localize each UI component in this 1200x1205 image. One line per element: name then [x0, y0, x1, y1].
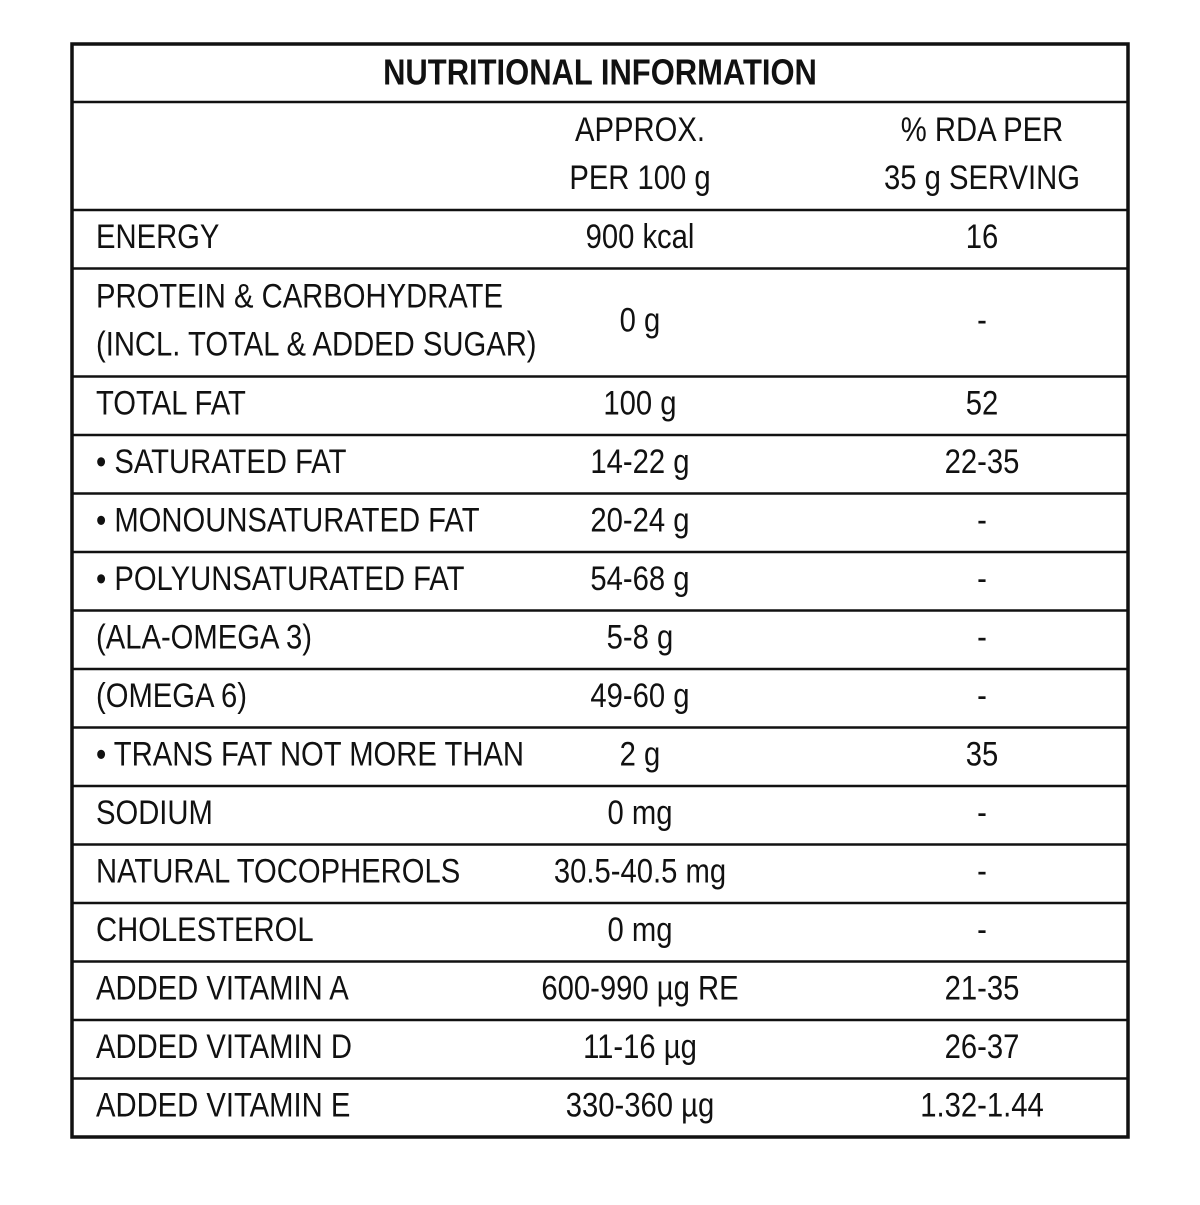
nutrient-label: ADDED VITAMIN A: [96, 969, 350, 1008]
nutrient-label: SODIUM: [96, 793, 213, 832]
rda-value: -: [977, 793, 987, 832]
rda-value: -: [977, 910, 987, 949]
nutrient-label: (INCL. TOTAL & ADDED SUGAR): [96, 324, 537, 363]
nutrient-label: (ALA-OMEGA 3): [96, 618, 312, 657]
column-header: % RDA PER: [901, 110, 1063, 149]
nutrient-label: NATURAL TOCOPHEROLS: [96, 852, 460, 891]
per-100g-value: 20-24 g: [590, 501, 689, 540]
nutrient-label: ADDED VITAMIN D: [96, 1027, 352, 1066]
rda-value: 52: [966, 384, 999, 423]
nutrient-label: • TRANS FAT NOT MORE THAN: [96, 735, 524, 774]
per-100g-value: 2 g: [620, 735, 661, 774]
rda-value: 22-35: [945, 442, 1020, 481]
nutrient-label: • SATURATED FAT: [96, 442, 347, 481]
per-100g-value: 100 g: [603, 384, 676, 423]
column-header: PER 100 g: [569, 158, 710, 197]
rda-value: -: [977, 618, 987, 657]
rda-value: 21-35: [945, 969, 1020, 1008]
rda-value: -: [977, 852, 987, 891]
table-title: NUTRITIONAL INFORMATION: [383, 53, 817, 93]
per-100g-value: 54-68 g: [590, 559, 689, 598]
rda-value: 26-37: [945, 1027, 1020, 1066]
per-100g-value: 0 g: [620, 300, 661, 339]
rda-value: -: [977, 559, 987, 598]
per-100g-value: 330-360 µg: [566, 1086, 714, 1125]
column-header: 35 g SERVING: [884, 158, 1080, 197]
per-100g-value: 5-8 g: [607, 618, 674, 657]
per-100g-value: 600-990 µg RE: [541, 969, 738, 1008]
nutrient-label: ENERGY: [96, 217, 219, 256]
table-lines: [70, 42, 1130, 1139]
nutrient-label: • MONOUNSATURATED FAT: [96, 501, 480, 540]
per-100g-value: 14-22 g: [590, 442, 689, 481]
rda-value: -: [977, 501, 987, 540]
nutrient-label: ADDED VITAMIN E: [96, 1086, 350, 1125]
per-100g-value: 11-16 µg: [583, 1027, 697, 1066]
per-100g-value: 30.5-40.5 mg: [554, 852, 726, 891]
rda-value: 1.32-1.44: [920, 1086, 1043, 1125]
rda-value: 16: [966, 217, 999, 256]
per-100g-value: 0 mg: [608, 793, 673, 832]
nutrient-label: (OMEGA 6): [96, 676, 247, 715]
rda-value: -: [977, 300, 987, 339]
per-100g-value: 900 kcal: [586, 217, 695, 256]
table-texts: NUTRITIONAL INFORMATION APPROX. PER 100 g%…: [96, 53, 1080, 1124]
rda-value: 35: [966, 735, 999, 774]
column-header: APPROX.: [575, 110, 705, 149]
rda-value: -: [977, 676, 987, 715]
per-100g-value: 0 mg: [608, 910, 673, 949]
nutrient-label: TOTAL FAT: [96, 384, 246, 423]
nutrient-label: CHOLESTEROL: [96, 910, 314, 949]
nutrient-label: • POLYUNSATURATED FAT: [96, 559, 464, 598]
per-100g-value: 49-60 g: [590, 676, 689, 715]
nutrient-label: PROTEIN & CARBOHYDRATE: [96, 276, 503, 315]
table-border: [70, 42, 1130, 1139]
